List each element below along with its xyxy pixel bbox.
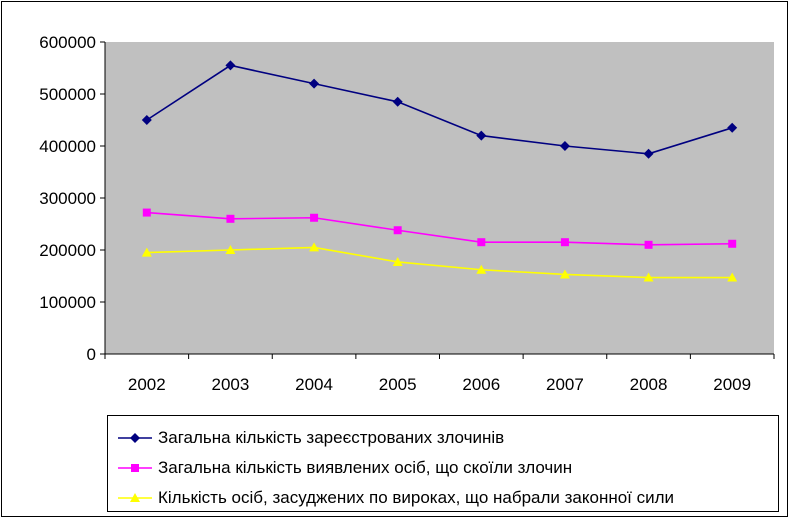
y-tick-label: 500000	[39, 85, 96, 104]
series-triangle	[141, 242, 738, 282]
data-point-diamond	[643, 148, 654, 159]
data-point-triangle	[643, 272, 654, 282]
data-point-diamond	[225, 60, 236, 71]
data-point-triangle	[559, 269, 570, 279]
legend-key-diamond-icon	[118, 433, 152, 443]
series-square	[142, 208, 737, 249]
data-point-triangle	[225, 245, 236, 254]
data-point-triangle	[476, 264, 487, 274]
data-point-triangle	[392, 256, 403, 266]
data-point-diamond	[392, 96, 403, 107]
y-tick-label: 200000	[39, 241, 96, 260]
series-layer	[141, 60, 738, 282]
series-line	[146, 211, 733, 246]
legend-key-square-icon	[118, 464, 152, 472]
data-point-triangle	[309, 242, 320, 252]
legend-item-registered-crimes: Загальна кількість зареєстрованих злочин…	[118, 427, 504, 449]
data-point-diamond	[727, 122, 738, 133]
y-tick-label: 100000	[39, 293, 96, 312]
data-point-diamond	[476, 130, 487, 141]
legend-item-detected-persons: Загальна кількість виявлених осіб, що ск…	[118, 457, 572, 479]
series-line	[146, 246, 733, 279]
plot-area	[105, 42, 774, 354]
legend-label: Загальна кількість виявлених осіб, що ск…	[158, 458, 573, 477]
y-tick-label: 600000	[39, 33, 96, 52]
x-tick-label: 2005	[379, 375, 417, 394]
y-tick-label: 0	[87, 345, 96, 364]
x-tick-label: 2006	[462, 375, 500, 394]
x-tick-label: 2004	[295, 375, 333, 394]
line-chart: 0 100000 200000 300000 400000 500000 600000 200…	[39, 33, 775, 394]
series-diamond	[141, 60, 738, 159]
data-point-square	[393, 226, 402, 235]
data-point-square	[560, 238, 569, 247]
y-tick-label: 400000	[39, 137, 96, 156]
legend-key-triangle-icon	[118, 493, 152, 502]
data-point-square	[644, 240, 653, 249]
data-point-diamond	[559, 141, 570, 151]
legend: Загальна кількість зареєстрованих злочин…	[107, 415, 779, 512]
data-point-square	[226, 214, 235, 223]
data-point-triangle	[727, 272, 738, 282]
y-tick-label: 300000	[39, 189, 96, 208]
data-point-triangle	[141, 247, 152, 257]
data-point-diamond	[309, 78, 320, 89]
axes: 0 100000 200000 300000 400000 500000 600000 200…	[39, 33, 775, 394]
legend-label: Загальна кількість зареєстрованих злочин…	[158, 428, 505, 447]
data-point-diamond	[141, 115, 152, 125]
x-tick-label: 2007	[546, 375, 584, 394]
x-tick-label: 2008	[630, 375, 668, 394]
x-tick-label: 2002	[128, 375, 166, 394]
x-tick-label: 2009	[713, 375, 751, 394]
data-point-square	[142, 208, 151, 217]
data-point-square	[728, 239, 737, 248]
data-point-square	[310, 213, 319, 222]
data-point-square	[477, 238, 486, 247]
series-line	[146, 64, 733, 155]
x-tick-label: 2003	[212, 375, 250, 394]
legend-label: Кількість осіб, засуджених по вироках, щ…	[158, 488, 675, 507]
legend-item-convicted-persons: Кількість осіб, засуджених по вироках, щ…	[118, 487, 674, 509]
